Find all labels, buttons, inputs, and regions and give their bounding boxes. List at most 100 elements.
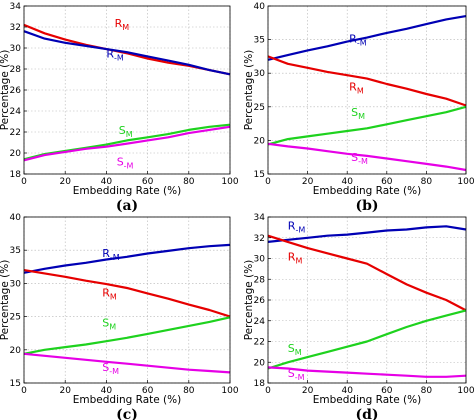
x-tick-label: 100	[457, 386, 474, 396]
panel-caption: (d)	[355, 407, 378, 420]
y-tick-label: 20	[10, 149, 22, 159]
x-tick-label: 0	[265, 386, 271, 396]
y-tick-label: 28	[10, 65, 22, 75]
series-line-S_M	[23, 316, 231, 355]
series-label-S_M: SM	[102, 317, 116, 332]
series-label-R_-M: R-M	[288, 219, 306, 234]
x-tick-label: 20	[302, 386, 314, 396]
y-tick-label: 15	[10, 379, 21, 389]
y-tick-label: 20	[254, 136, 266, 146]
y-axis-label: Percentage (%)	[0, 260, 11, 341]
series-label-sub: -M	[114, 53, 124, 62]
y-tick-label: 25	[10, 313, 21, 323]
series-label-R_M: RM	[115, 17, 130, 32]
series-label-S_-M: S-M	[288, 367, 305, 382]
x-tick-label: 40	[101, 177, 113, 187]
series-label-main: S	[102, 317, 109, 330]
y-axis-label: Percentage (%)	[243, 50, 255, 131]
series-line-R_M	[23, 269, 231, 318]
axes-frame	[23, 216, 231, 384]
series-label-main: R	[115, 17, 123, 30]
series-label-sub: -M	[124, 162, 134, 171]
y-tick-label: 32	[10, 23, 21, 33]
y-tick-label: 40	[10, 213, 22, 223]
series-label-sub: M	[357, 87, 364, 96]
series-line-S_-M	[267, 142, 467, 172]
series-label-R_M: RM	[288, 251, 303, 266]
series-label-S_-M: S-M	[102, 361, 119, 376]
series-label-main: S	[288, 342, 295, 355]
x-tick-label: 20	[59, 386, 71, 396]
x-axis-label: Embedding Rate (%)	[73, 185, 181, 197]
series-label-sub: -M	[358, 157, 368, 166]
series-label-sub: -M	[110, 253, 120, 262]
y-tick-label: 40	[254, 2, 266, 12]
series-label-S_-M: S-M	[117, 156, 134, 171]
series-label-main: R	[349, 81, 357, 94]
y-tick-label: 28	[254, 275, 266, 285]
series-line-R_M	[267, 234, 467, 312]
y-tick-label: 25	[254, 103, 265, 113]
series-line-S_-M	[23, 352, 231, 374]
x-tick-label: 60	[381, 386, 393, 396]
series-line-R_-M	[23, 243, 231, 274]
x-axis-label: Embedding Rate (%)	[313, 185, 421, 197]
y-tick-label: 18	[254, 379, 266, 389]
series-line-R_-M	[23, 30, 231, 76]
y-tick-label: 30	[10, 44, 22, 54]
series-label-S_-M: S-M	[351, 151, 368, 166]
series-line-R_M	[267, 55, 467, 107]
series-line-R_-M	[267, 225, 467, 243]
series-label-R_-M: R-M	[349, 32, 367, 47]
series-label-main: S	[102, 361, 109, 374]
x-tick-label: 20	[302, 177, 314, 187]
x-tick-label: 0	[21, 177, 27, 187]
y-tick-label: 20	[254, 358, 266, 368]
series-line-S_M	[267, 309, 467, 370]
panel-caption: (b)	[355, 198, 378, 214]
y-tick-label: 30	[254, 69, 266, 79]
series-label-R_M: RM	[349, 81, 364, 96]
x-tick-label: 40	[341, 386, 353, 396]
x-axis-label: Embedding Rate (%)	[313, 394, 421, 406]
panel-caption: (a)	[116, 198, 138, 214]
series-label-sub: M	[122, 23, 129, 32]
y-axis-label: Percentage (%)	[243, 260, 255, 341]
series-label-main: R	[288, 219, 296, 232]
series-label-sub: M	[295, 257, 302, 266]
series-label-main: R	[102, 287, 110, 300]
series-line-S_M	[267, 105, 467, 146]
x-tick-label: 80	[421, 386, 433, 396]
y-tick-label: 34	[10, 2, 22, 12]
x-tick-label: 40	[341, 177, 353, 187]
series-label-sub: -M	[295, 225, 305, 234]
series-label-main: R	[102, 247, 110, 260]
y-tick-label: 32	[254, 234, 265, 244]
series-label-sub: M	[126, 130, 133, 139]
x-tick-label: 100	[221, 386, 238, 396]
y-tick-label: 15	[254, 170, 265, 180]
series-label-main: S	[288, 367, 295, 380]
y-axis-label: Percentage (%)	[0, 50, 11, 131]
series-label-main: S	[351, 106, 358, 119]
series-label-sub: M	[295, 348, 302, 357]
y-tick-label: 24	[10, 107, 22, 117]
series-label-sub: -M	[109, 367, 119, 376]
y-tick-label: 34	[254, 213, 266, 223]
x-tick-label: 100	[457, 177, 474, 187]
series-label-main: S	[119, 124, 126, 137]
x-tick-label: 60	[142, 386, 154, 396]
series-label-R_-M: R-M	[102, 247, 120, 262]
panel-a: 0 20 40 60 80 100 18 20 22 24 26 28 30 32 34 Embedding …	[0, 2, 239, 214]
series-label-S_M: SM	[288, 342, 302, 357]
y-tick-label: 20	[10, 346, 22, 356]
series-line-S_-M	[267, 366, 467, 378]
series-label-sub: M	[109, 323, 116, 332]
panel-caption: (c)	[116, 407, 138, 420]
y-tick-label: 22	[10, 128, 21, 138]
y-tick-label: 26	[10, 86, 22, 96]
x-tick-label: 100	[221, 177, 238, 187]
